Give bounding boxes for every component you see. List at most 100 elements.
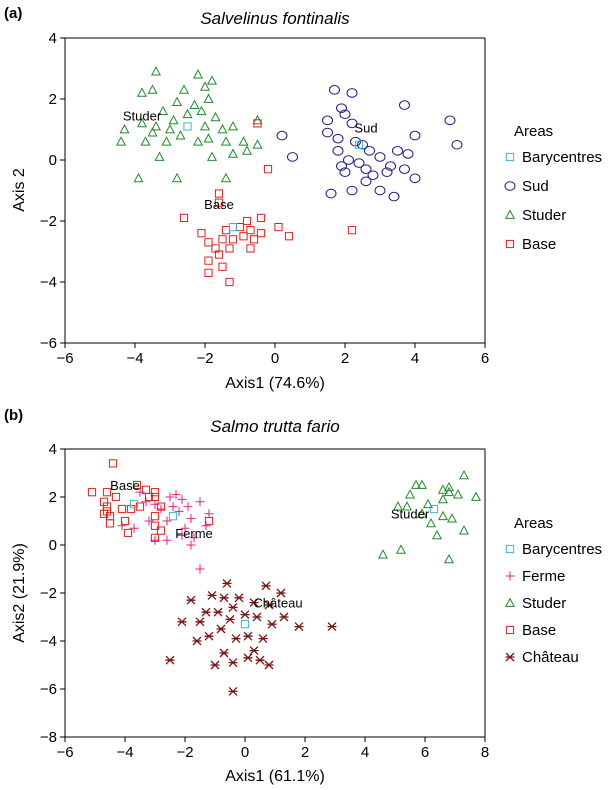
point-studer xyxy=(140,136,151,146)
point-base xyxy=(284,232,294,241)
point-base xyxy=(235,223,245,232)
point-barycentres xyxy=(429,504,439,514)
point-ferme xyxy=(135,487,145,497)
y-tick-label: −2 xyxy=(40,585,57,602)
point-base xyxy=(239,232,248,241)
point-ferme xyxy=(186,514,196,524)
point-studer xyxy=(147,84,158,94)
point-studer xyxy=(401,501,413,511)
point-ferme xyxy=(189,533,199,543)
point-base xyxy=(102,507,112,516)
point-studer xyxy=(175,130,186,140)
point-chateau xyxy=(327,622,337,632)
point-sud xyxy=(399,100,410,110)
point-base xyxy=(150,521,160,530)
point-sud xyxy=(374,185,386,196)
point-studer xyxy=(206,151,218,161)
point-sud xyxy=(346,88,358,98)
panel-b-legend: Areas Barycentres Ferme Studer Base Château xyxy=(504,515,602,666)
point-barycentres xyxy=(240,620,250,629)
point-studer xyxy=(404,489,416,499)
point-base xyxy=(105,519,115,528)
point-studer xyxy=(206,75,218,85)
point-sud xyxy=(336,103,347,113)
point-studer xyxy=(395,544,407,554)
point-base xyxy=(150,512,160,521)
point-studer xyxy=(220,136,232,146)
point-base xyxy=(204,256,213,265)
point-sud xyxy=(374,152,386,162)
panel-b-points xyxy=(87,459,482,696)
point-sud xyxy=(332,146,344,156)
point-base xyxy=(132,480,142,490)
point-chateau xyxy=(204,631,214,641)
point-studer xyxy=(192,136,204,146)
legend-label-base: Base xyxy=(522,236,556,253)
point-chateau xyxy=(249,598,259,608)
point-chateau xyxy=(243,653,253,663)
point-studer xyxy=(220,172,232,183)
point-ferme xyxy=(183,502,193,512)
legend-marker-base xyxy=(505,239,515,249)
point-chateau xyxy=(195,617,205,627)
point-studer xyxy=(416,508,428,518)
point-studer xyxy=(227,120,239,131)
x-tick-label: 8 xyxy=(481,744,489,761)
y-tick-label: 0 xyxy=(49,537,57,554)
point-base xyxy=(204,516,214,526)
point-base xyxy=(274,223,283,232)
point-ferme xyxy=(177,530,187,540)
point-studer xyxy=(443,481,455,492)
y-tick-label: −4 xyxy=(40,633,57,650)
point-chateau xyxy=(264,660,274,670)
legend-label-studer: Studer xyxy=(522,207,566,224)
x-tick-label: 4 xyxy=(361,744,369,761)
point-base xyxy=(225,277,234,287)
point-sud xyxy=(409,130,421,141)
panel-a-title: Salvelinus fontinalis xyxy=(200,9,350,28)
point-chateau xyxy=(249,646,259,656)
x-tick-label: 6 xyxy=(421,744,429,761)
point-studer xyxy=(437,493,449,504)
panel-b-title: Salmo trutta fario xyxy=(210,417,339,436)
legend-marker-barycentres xyxy=(505,152,515,162)
point-base xyxy=(126,504,136,514)
x-tick-label: −4 xyxy=(126,350,143,367)
x-tick-label: −2 xyxy=(176,744,193,761)
panel-b-plot-frame xyxy=(64,448,486,738)
point-base xyxy=(204,268,213,277)
point-ferme xyxy=(117,521,127,531)
point-base xyxy=(102,488,112,497)
legend-label-barycentres: Barycentres xyxy=(522,149,602,166)
point-base xyxy=(214,198,224,207)
point-ferme xyxy=(186,540,196,550)
point-sud xyxy=(409,173,421,184)
point-studer xyxy=(431,529,443,540)
point-chateau xyxy=(231,634,241,644)
point-chateau xyxy=(240,610,250,620)
point-studer xyxy=(157,105,169,116)
point-studer xyxy=(437,484,449,494)
point-base xyxy=(99,497,109,506)
legend-label-base: Base xyxy=(522,622,556,639)
point-studer xyxy=(210,111,221,122)
point-chateau xyxy=(228,686,238,696)
panel-a-group-labels: Studer Sud Base xyxy=(123,108,378,211)
point-ferme xyxy=(141,497,151,507)
point-barycentres xyxy=(168,512,178,521)
point-base xyxy=(246,244,255,253)
point-studer xyxy=(437,510,449,521)
point-studer xyxy=(241,145,253,155)
point-chateau xyxy=(210,660,220,670)
legend-marker-ferme xyxy=(505,571,515,581)
group-label-studer: Studer xyxy=(123,108,162,123)
point-sud xyxy=(357,139,368,150)
panel-a-ticks: −6 −4 −2 0 2 4 6 −6 −4 −2 0 2 4 xyxy=(40,30,489,367)
y-tick-label: 2 xyxy=(49,91,57,108)
point-sud xyxy=(360,176,372,187)
point-base xyxy=(214,250,224,259)
point-sud xyxy=(322,127,333,138)
x-tick-label: −2 xyxy=(196,350,213,367)
